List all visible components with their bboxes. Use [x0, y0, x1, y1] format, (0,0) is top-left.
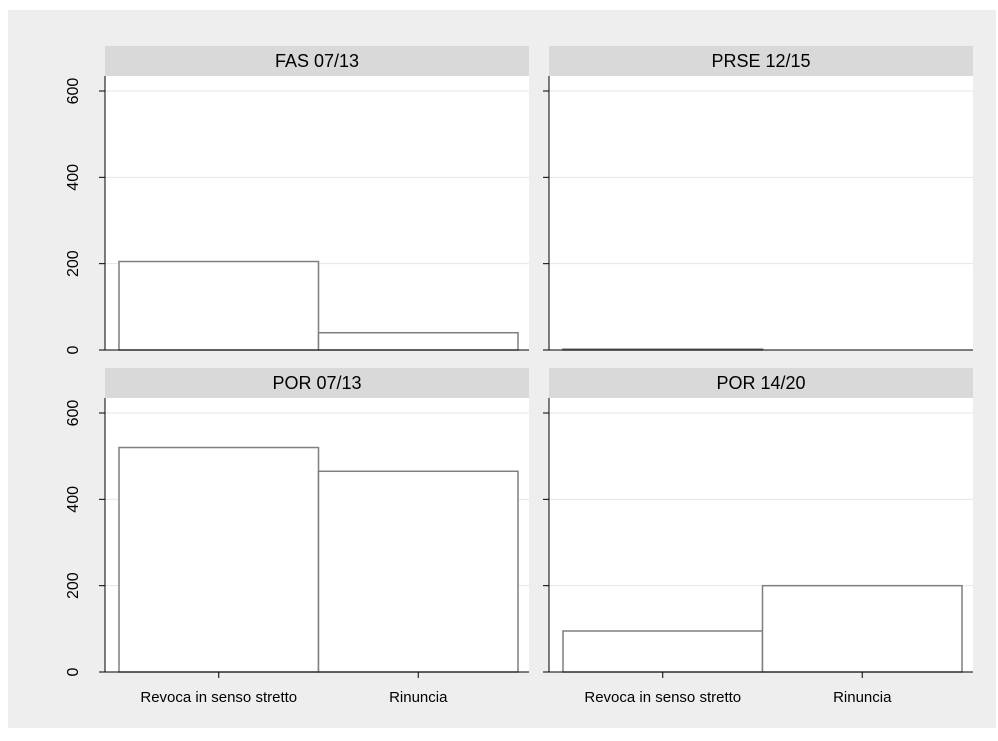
bar — [118, 446, 320, 673]
bar — [562, 630, 764, 673]
panel-title: POR 14/20 — [716, 373, 805, 393]
y-tick-label: 600 — [65, 78, 82, 105]
y-tick-label: 0 — [65, 345, 82, 354]
bar — [761, 584, 963, 673]
y-tick-label: 200 — [65, 572, 82, 599]
x-tick-label: Rinuncia — [833, 689, 892, 706]
y-tick-label: 400 — [65, 486, 82, 513]
y-tick-label: 600 — [65, 400, 82, 427]
y-tick-label: 0 — [65, 667, 82, 676]
panel-title: POR 07/13 — [272, 373, 361, 393]
panel-title: FAS 07/13 — [275, 51, 359, 71]
x-tick-label: Rinuncia — [389, 689, 448, 706]
x-tick-label: Revoca in senso stretto — [584, 689, 741, 706]
panel-header — [549, 368, 973, 398]
plot-area — [549, 76, 973, 350]
bar — [118, 260, 320, 351]
y-tick-label: 400 — [65, 164, 82, 191]
panel-header — [105, 46, 529, 76]
panel-title: PRSE 12/15 — [711, 51, 810, 71]
bar — [317, 470, 519, 673]
bar — [317, 331, 519, 351]
y-tick-label: 200 — [65, 250, 82, 277]
panel-header — [549, 46, 973, 76]
x-tick-label: Revoca in senso stretto — [140, 689, 297, 706]
panel-header — [105, 368, 529, 398]
